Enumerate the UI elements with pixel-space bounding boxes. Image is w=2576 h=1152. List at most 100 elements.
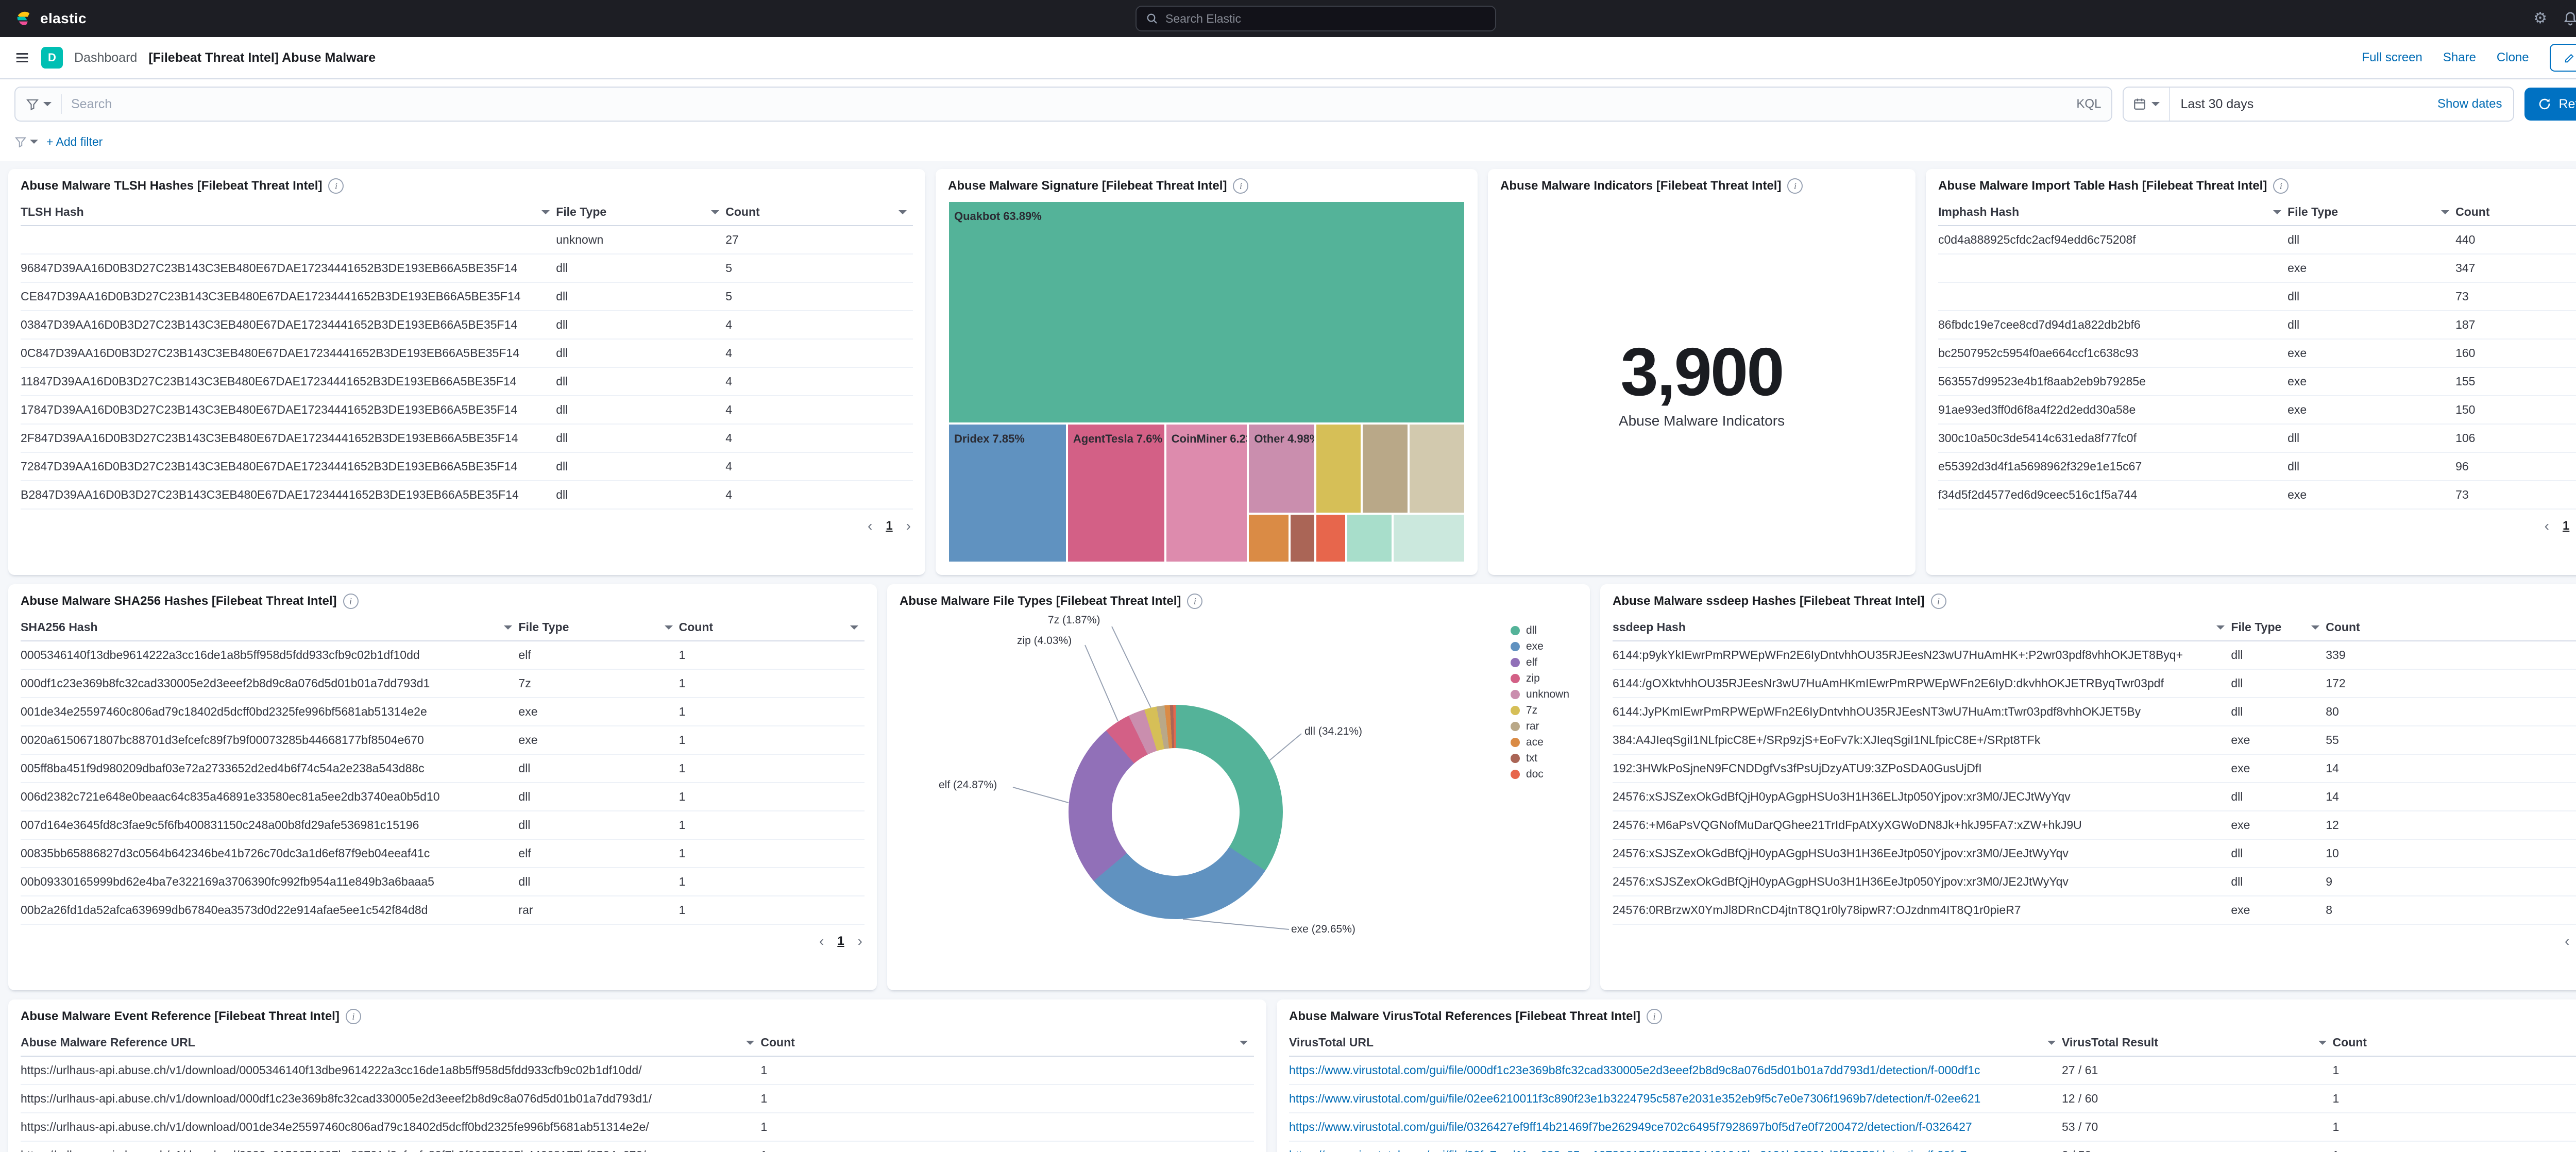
- column-header[interactable]: TLSH Hash: [21, 199, 556, 226]
- chevron-down-icon[interactable]: [664, 625, 673, 630]
- chevron-down-icon[interactable]: [1240, 1041, 1248, 1045]
- chevron-down-icon[interactable]: [504, 625, 513, 630]
- info-icon[interactable]: [1187, 594, 1203, 609]
- filter-options-button[interactable]: [14, 135, 38, 148]
- legend-item-dll[interactable]: dll: [1510, 624, 1569, 637]
- space-badge[interactable]: D: [41, 47, 63, 69]
- legend-item-zip[interactable]: zip: [1510, 672, 1569, 685]
- treemap-block[interactable]: [1393, 514, 1465, 563]
- info-icon[interactable]: [345, 1009, 361, 1024]
- legend-item-7z[interactable]: 7z: [1510, 704, 1569, 717]
- show-dates-link[interactable]: Show dates: [2437, 97, 2502, 111]
- chevron-down-icon[interactable]: [899, 210, 907, 214]
- bell-icon[interactable]: [2563, 11, 2576, 26]
- data-table: SHA256 Hash File Type Count 0005346140f13db…: [21, 614, 865, 925]
- chevron-down-icon[interactable]: [2273, 210, 2282, 214]
- info-icon[interactable]: [1646, 1009, 1662, 1024]
- pagination-page-1[interactable]: 1: [2562, 519, 2570, 533]
- treemap-block-quakbot[interactable]: Quakbot 63.89%: [948, 201, 1465, 423]
- treemap-block[interactable]: [1315, 514, 1347, 563]
- column-header[interactable]: VirusTotal URL: [1289, 1029, 2062, 1057]
- calendar-menu-button[interactable]: [2124, 88, 2171, 121]
- chevron-down-icon[interactable]: [2047, 1041, 2056, 1045]
- column-header[interactable]: Count: [2326, 614, 2576, 641]
- column-header[interactable]: Imphash Hash: [1938, 199, 2288, 226]
- column-header[interactable]: VirusTotal Result: [2061, 1029, 2333, 1057]
- legend-item-exe[interactable]: exe: [1510, 640, 1569, 653]
- saved-query-menu-button[interactable]: [26, 94, 62, 114]
- chevron-down-icon[interactable]: [2318, 1041, 2327, 1045]
- breadcrumb-dashboard[interactable]: Dashboard: [74, 50, 138, 65]
- legend-item-doc[interactable]: doc: [1510, 768, 1569, 781]
- pagination-prev-icon[interactable]: ‹: [2564, 933, 2570, 949]
- pagination-prev-icon[interactable]: ‹: [867, 518, 873, 534]
- pagination-next-icon[interactable]: ›: [857, 933, 862, 949]
- legend-item-ace[interactable]: ace: [1510, 736, 1569, 749]
- column-header[interactable]: Count: [760, 1029, 1254, 1057]
- query-language-toggle[interactable]: KQL: [2076, 97, 2102, 111]
- column-header[interactable]: Count: [2455, 199, 2576, 226]
- share-link[interactable]: Share: [2443, 50, 2476, 64]
- url-link[interactable]: https://www.virustotal.com/gui/file/02ee…: [1289, 1092, 1981, 1105]
- url-link[interactable]: https://www.virustotal.com/gui/file/03fe…: [1289, 1148, 1979, 1152]
- pagination-page-1[interactable]: 1: [837, 934, 844, 948]
- url-link[interactable]: https://www.virustotal.com/gui/file/0326…: [1289, 1120, 1972, 1133]
- chevron-down-icon[interactable]: [746, 1041, 755, 1045]
- column-header[interactable]: Abuse Malware Reference URL: [21, 1029, 761, 1057]
- hamburger-menu-icon[interactable]: [14, 50, 30, 65]
- elastic-logo[interactable]: elastic: [14, 9, 87, 28]
- pagination-page-1[interactable]: 1: [886, 519, 893, 533]
- chevron-down-icon[interactable]: [711, 210, 720, 214]
- chevron-down-icon[interactable]: [850, 625, 858, 630]
- column-header[interactable]: Count: [2332, 1029, 2576, 1057]
- chevron-down-icon[interactable]: [2311, 625, 2320, 630]
- chevron-down-icon[interactable]: [2216, 625, 2225, 630]
- gear-icon[interactable]: ⚙: [2533, 9, 2547, 27]
- chevron-down-icon[interactable]: [541, 210, 550, 214]
- column-header[interactable]: SHA256 Hash: [21, 614, 519, 641]
- legend-item-elf[interactable]: elf: [1510, 656, 1569, 669]
- treemap-block[interactable]: [1289, 514, 1315, 563]
- info-icon[interactable]: [343, 594, 359, 609]
- full-screen-link[interactable]: Full screen: [2362, 50, 2422, 64]
- table-row: exe 347: [1938, 254, 2576, 283]
- info-icon[interactable]: [2273, 178, 2289, 194]
- add-filter-link[interactable]: + Add filter: [46, 134, 103, 148]
- url-link[interactable]: https://www.virustotal.com/gui/file/000d…: [1289, 1063, 1980, 1077]
- treemap-block-dridex[interactable]: Dridex 7.85%: [948, 423, 1067, 563]
- edit-button[interactable]: Edit: [2549, 44, 2576, 72]
- search-input[interactable]: Search KQL: [14, 87, 2113, 122]
- column-header[interactable]: File Type: [556, 199, 726, 226]
- pagination-next-icon[interactable]: ›: [906, 518, 911, 534]
- info-icon[interactable]: [328, 178, 344, 194]
- time-range-value[interactable]: Last 30 days: [2180, 96, 2254, 111]
- legend-item-txt[interactable]: txt: [1510, 752, 1569, 765]
- treemap-block[interactable]: [1315, 423, 1362, 514]
- column-header[interactable]: ssdeep Hash: [1613, 614, 2231, 641]
- treemap-block[interactable]: [1346, 514, 1393, 563]
- global-search-input[interactable]: Search Elastic: [1136, 6, 1496, 31]
- info-icon[interactable]: [1930, 594, 1946, 609]
- pagination-prev-icon[interactable]: ‹: [2544, 518, 2549, 534]
- pagination-prev-icon[interactable]: ‹: [819, 933, 824, 949]
- column-header[interactable]: Count: [725, 199, 913, 226]
- legend-item-rar[interactable]: rar: [1510, 720, 1569, 733]
- treemap-block[interactable]: [1248, 514, 1290, 563]
- file-types-donut[interactable]: [1069, 705, 1283, 919]
- column-header[interactable]: File Type: [518, 614, 679, 641]
- chevron-down-icon[interactable]: [2441, 210, 2450, 214]
- treemap-block-agenttesla[interactable]: AgentTesla 7.6%: [1066, 423, 1165, 563]
- column-header[interactable]: File Type: [2231, 614, 2326, 641]
- treemap-block[interactable]: [1408, 423, 1465, 514]
- clone-link[interactable]: Clone: [2496, 50, 2529, 64]
- legend-item-unknown[interactable]: unknown: [1510, 688, 1569, 701]
- table-row: https://urlhaus-api.abuse.ch/v1/download…: [21, 1056, 1254, 1085]
- info-icon[interactable]: [1233, 178, 1249, 194]
- refresh-button[interactable]: Refresh: [2524, 88, 2576, 121]
- column-header[interactable]: File Type: [2287, 199, 2456, 226]
- column-header[interactable]: Count: [679, 614, 865, 641]
- treemap-block[interactable]: [1362, 423, 1409, 514]
- info-icon[interactable]: [1787, 178, 1803, 194]
